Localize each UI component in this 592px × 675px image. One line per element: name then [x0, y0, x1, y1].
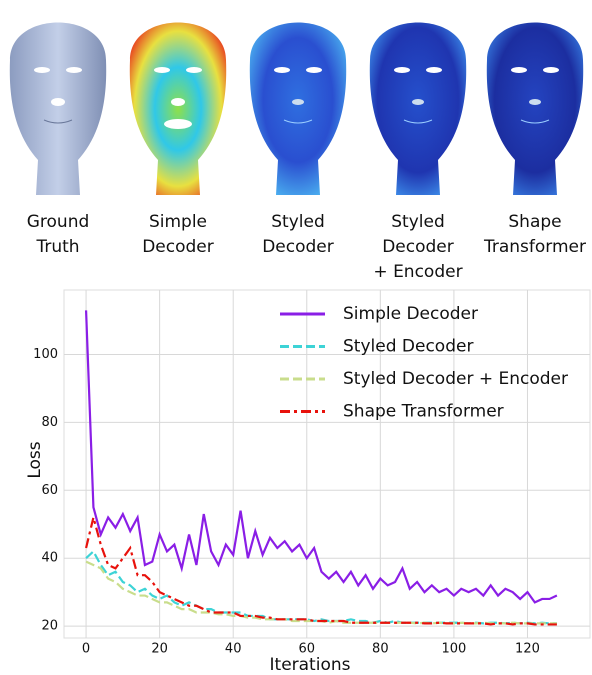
image-caption: Shape: [508, 212, 561, 232]
y-axis-label: Loss: [25, 441, 45, 478]
legend-label: Simple Decoder: [343, 304, 478, 324]
image-caption: Styled: [391, 212, 445, 232]
face-styled-decoder: [250, 23, 346, 196]
plot-area: [64, 290, 590, 638]
legend-label: Shape Transformer: [343, 402, 504, 422]
figure: Loss Iterations Ground Truth Simple Decoder…: [0, 0, 592, 675]
image-caption: Truth: [35, 237, 79, 257]
face-ground-truth: [10, 23, 106, 196]
image-caption: Simple: [149, 212, 207, 232]
image-caption: Ground: [27, 212, 90, 232]
image-caption: Decoder: [142, 237, 214, 257]
face-simple-decoder: [130, 23, 226, 196]
face-images: [10, 23, 583, 196]
x-axis-label: Iterations: [270, 655, 351, 675]
x-tick-label: 20: [151, 642, 168, 657]
face-styled-decoder-encoder: [370, 23, 466, 196]
y-tick-label: 20: [41, 619, 58, 634]
x-tick-label: 0: [82, 642, 90, 657]
x-tick-label: 80: [372, 642, 389, 657]
y-tick-label: 60: [41, 483, 58, 498]
face-shape-transformer: [487, 23, 583, 196]
x-tick-label: 100: [441, 642, 466, 657]
image-caption: + Encoder: [373, 262, 462, 282]
y-tick-label: 40: [41, 551, 58, 566]
page: Loss Iterations Ground Truth Simple Decoder…: [0, 0, 592, 675]
image-caption: Styled: [271, 212, 325, 232]
series-line: [86, 551, 557, 623]
image-caption: Decoder: [262, 237, 334, 257]
x-tick-label: 40: [225, 642, 242, 657]
legend-label: Styled Decoder: [343, 337, 473, 357]
legend-label: Styled Decoder + Encoder: [343, 369, 568, 389]
x-tick-label: 120: [515, 642, 540, 657]
y-tick-label: 80: [41, 415, 58, 430]
y-tick-label: 100: [33, 347, 58, 362]
x-tick-label: 60: [298, 642, 315, 657]
image-caption: Transformer: [483, 237, 586, 257]
image-caption: Decoder: [382, 237, 454, 257]
